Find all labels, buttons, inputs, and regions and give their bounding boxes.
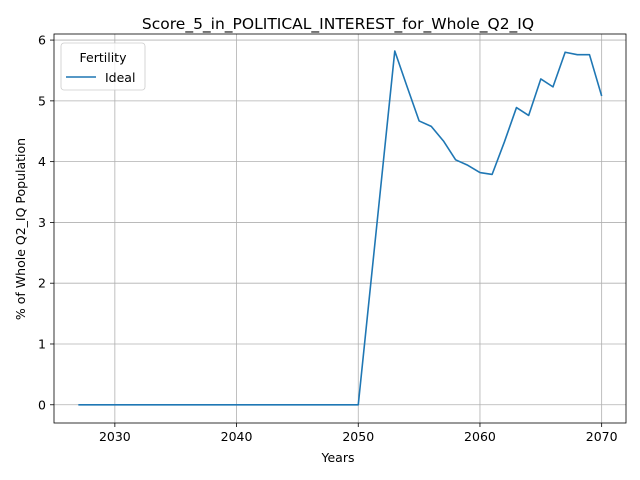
x-axis-ticks: 2030 2040 2050 2060 2070: [99, 423, 618, 444]
y-tick-label: 3: [38, 215, 46, 230]
y-axis-ticks: 0 1 2 3 4 5 6: [38, 33, 54, 412]
y-tick-label: 0: [38, 397, 46, 412]
plot-frame: [53, 33, 627, 424]
y-axis-label: % of Whole Q2_IQ Population: [13, 138, 28, 320]
legend-box: [60, 42, 146, 91]
y-tick-label: 1: [38, 336, 46, 351]
y-tick-label: 2: [38, 276, 46, 291]
series-line-ideal: [78, 50, 603, 406]
x-tick-label: 2070: [586, 429, 618, 444]
x-axis-label: Years: [321, 450, 355, 465]
chart-title: Score_5_in_POLITICAL_INTEREST_for_Whole_…: [142, 15, 534, 34]
x-tick-label: 2040: [221, 429, 253, 444]
y-tick-label: 6: [38, 33, 46, 48]
y-tick-label: 4: [38, 154, 46, 169]
plot-area: [78, 50, 603, 406]
grid-lines: [54, 34, 626, 423]
x-tick-label: 2030: [99, 429, 131, 444]
legend: Fertility Ideal: [60, 42, 146, 91]
x-tick-label: 2050: [342, 429, 374, 444]
legend-title: Fertility: [80, 50, 128, 65]
legend-entry-ideal: Ideal: [105, 70, 135, 85]
y-tick-label: 5: [38, 93, 46, 108]
x-tick-label: 2060: [464, 429, 496, 444]
